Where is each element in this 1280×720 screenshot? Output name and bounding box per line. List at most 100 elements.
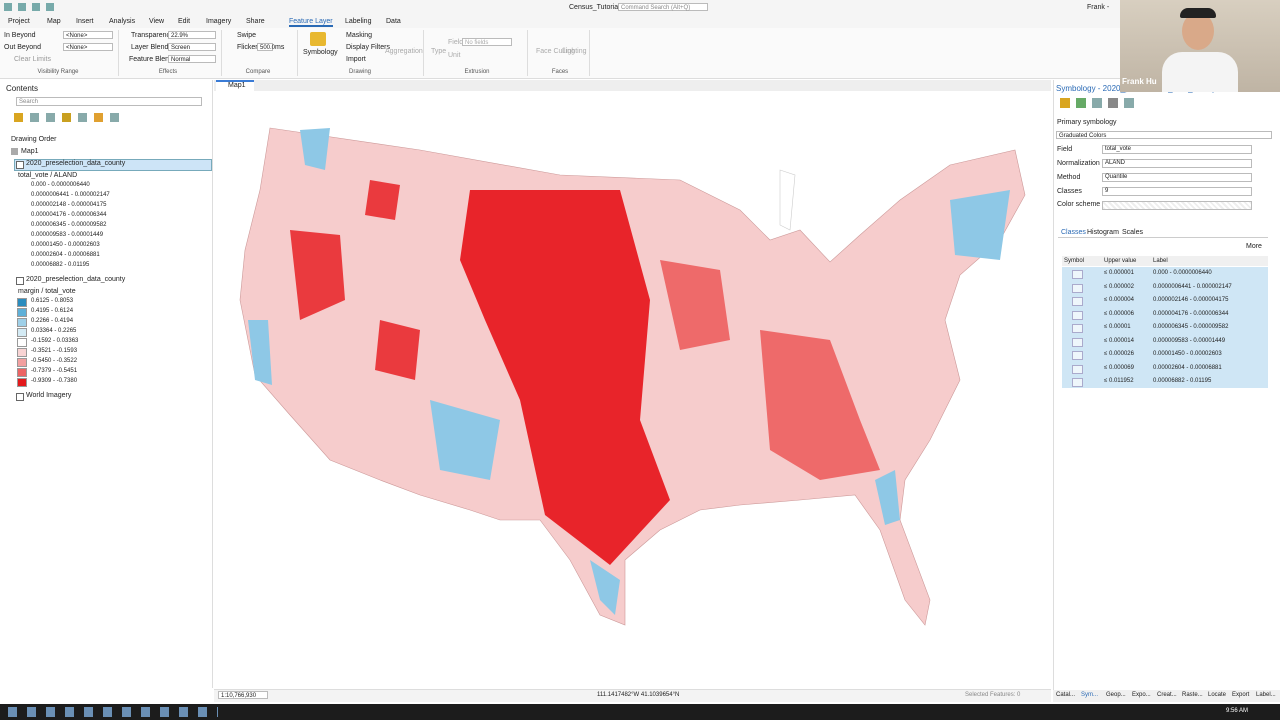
pane-tab[interactable]: Export	[1232, 692, 1250, 698]
pane-tab[interactable]: Label...	[1256, 692, 1276, 698]
in-beyond-dropdown[interactable]: <None>	[63, 31, 113, 39]
class-symbol[interactable]	[1072, 324, 1083, 333]
symbology-icon[interactable]	[310, 32, 326, 46]
extrusion-field-dropdown[interactable]: No fields	[462, 38, 512, 46]
taskbar-icons[interactable]	[8, 707, 218, 717]
class-symbol[interactable]	[1072, 270, 1083, 279]
class-label[interactable]: 0.00001450 - 0.00002603	[1153, 351, 1222, 357]
ribbon-tab[interactable]: Imagery	[206, 18, 232, 25]
layer-checkbox[interactable]	[16, 393, 24, 401]
pane-tab[interactable]: Raste...	[1182, 692, 1203, 698]
class-label[interactable]: 0.00006882 - 0.01195	[1153, 378, 1212, 384]
ribbon-tab[interactable]: Feature Layer	[289, 18, 333, 27]
feature-blend: Feature Blend	[129, 56, 173, 63]
aggregation[interactable]: Aggregation	[385, 48, 423, 55]
field-dropdown[interactable]: ALAND	[1102, 159, 1252, 168]
masking[interactable]: Masking	[346, 32, 373, 39]
in-beyond: In Beyond	[4, 32, 36, 39]
class-symbol[interactable]	[1072, 378, 1083, 387]
import[interactable]: Import	[346, 56, 366, 63]
ribbon-tab[interactable]: Labeling	[345, 18, 372, 25]
pane-tab[interactable]: Catal...	[1056, 692, 1076, 698]
lighting[interactable]: Lighting	[562, 48, 587, 55]
more-button[interactable]: More	[1246, 243, 1262, 250]
symbology-button[interactable]: Symbology	[303, 49, 338, 56]
class-symbol[interactable]	[1072, 310, 1083, 320]
class-upper[interactable]: ≤ 0.000026	[1104, 351, 1134, 357]
class-upper[interactable]: ≤ 0.000002	[1104, 283, 1134, 290]
symbology-tab[interactable]: Scales	[1122, 229, 1144, 236]
extrusion-type[interactable]: Type	[431, 48, 447, 55]
class-upper[interactable]: ≤ 0.000014	[1104, 337, 1134, 344]
out-beyond-dropdown[interactable]: <None>	[63, 43, 113, 51]
ribbon-tab[interactable]: Share	[246, 18, 265, 25]
layer-checkbox[interactable]	[16, 161, 24, 169]
class-label[interactable]: 0.000002146 - 0.000004175	[1153, 297, 1229, 303]
layer-blend-dropdown[interactable]: Screen	[168, 43, 216, 51]
legend-swatch	[17, 368, 27, 377]
ribbon-tab[interactable]: Analysis	[109, 18, 136, 25]
scale-box[interactable]: 1:10,766,930	[218, 691, 268, 699]
ribbon-tab[interactable]: Map	[47, 18, 61, 25]
flicker-input[interactable]: 500.0	[257, 43, 275, 51]
class-upper[interactable]: ≤ 0.000069	[1104, 364, 1134, 371]
symbology-tab[interactable]: Histogram	[1087, 229, 1119, 236]
ribbon-tab[interactable]: Insert	[76, 18, 94, 25]
map-tab-bg	[216, 80, 254, 91]
flicker[interactable]: Flicker	[237, 44, 258, 51]
layer-checkbox[interactable]	[16, 277, 24, 285]
field-dropdown[interactable]: total_vote	[1102, 145, 1252, 154]
pane-tab[interactable]: Locate	[1208, 692, 1227, 698]
class-label[interactable]: 0.000004176 - 0.000006344	[1153, 310, 1229, 317]
pane-tab[interactable]: Creat...	[1157, 692, 1177, 698]
face-culling[interactable]: Face Culling	[536, 48, 575, 55]
lake-michigan	[779, 169, 796, 231]
class-symbol[interactable]	[1072, 364, 1083, 374]
legend-label: 0.000002148 - 0.000004175	[31, 202, 107, 208]
ribbon-tab[interactable]: View	[149, 18, 165, 25]
ribbon-tab[interactable]: Project	[8, 18, 30, 25]
basemap-name[interactable]: World Imagery	[26, 392, 72, 399]
legend-label: 0.00001450 - 0.00002603	[31, 242, 100, 248]
class-upper[interactable]: ≤ 0.000006	[1104, 310, 1134, 317]
transparency-input[interactable]: 22.9%	[168, 31, 216, 39]
pane-tab[interactable]: Expo...	[1132, 692, 1151, 698]
command-search[interactable]: Command Search (Alt+Q)	[618, 3, 708, 11]
class-upper[interactable]: ≤ 0.00001	[1104, 324, 1131, 330]
renderer-dropdown[interactable]: Graduated Colors	[1056, 131, 1272, 139]
class-symbol[interactable]	[1072, 337, 1083, 347]
swipe[interactable]: Swipe	[237, 32, 257, 39]
display-filters[interactable]: Display Filters	[346, 44, 390, 51]
feature-blend-dropdown[interactable]: Normal	[168, 55, 216, 63]
class-symbol[interactable]	[1072, 297, 1083, 306]
ribbon-tab[interactable]: Edit	[178, 18, 191, 25]
ribbon-tab[interactable]: Data	[386, 18, 401, 25]
class-label[interactable]: 0.00002604 - 0.00006881	[1153, 364, 1222, 371]
pane-tab[interactable]: Sym...	[1081, 692, 1099, 698]
contents-search[interactable]: Search	[16, 97, 202, 106]
contents-toolbar[interactable]	[14, 113, 124, 122]
class-upper[interactable]: ≤ 0.011952	[1104, 378, 1134, 384]
color-scheme-dropdown[interactable]	[1102, 201, 1252, 210]
class-upper[interactable]: ≤ 0.000001	[1104, 270, 1134, 276]
layer-name[interactable]: 2020_preselection_data_county	[26, 160, 126, 167]
field-dropdown[interactable]: Quantile	[1102, 173, 1252, 182]
east-region	[660, 260, 880, 480]
quick-access[interactable]	[4, 3, 84, 11]
symbology-tab[interactable]: Classes	[1061, 229, 1086, 236]
map-tab[interactable]: Map1	[228, 82, 246, 89]
layer-name[interactable]: 2020_preselection_data_county	[26, 276, 126, 283]
pane-tab[interactable]: Geop...	[1106, 692, 1126, 698]
class-label[interactable]: 0.000009583 - 0.00001449	[1153, 337, 1226, 344]
class-symbol[interactable]	[1072, 351, 1083, 360]
class-label[interactable]: 0.000 - 0.0000006440	[1153, 270, 1212, 276]
legend-label: 0.000009583 - 0.00001449	[31, 232, 104, 238]
class-symbol[interactable]	[1072, 283, 1083, 293]
clear-limits[interactable]: Clear Limits	[14, 56, 51, 63]
class-upper[interactable]: ≤ 0.000004	[1104, 297, 1134, 303]
class-label[interactable]: 0.000006345 - 0.000009582	[1153, 324, 1229, 330]
field-dropdown[interactable]: 9	[1102, 187, 1252, 196]
class-label[interactable]: 0.0000006441 - 0.000002147	[1153, 283, 1232, 290]
symbology-toolbar[interactable]	[1060, 98, 1140, 108]
map-node[interactable]: Map1	[21, 148, 39, 155]
